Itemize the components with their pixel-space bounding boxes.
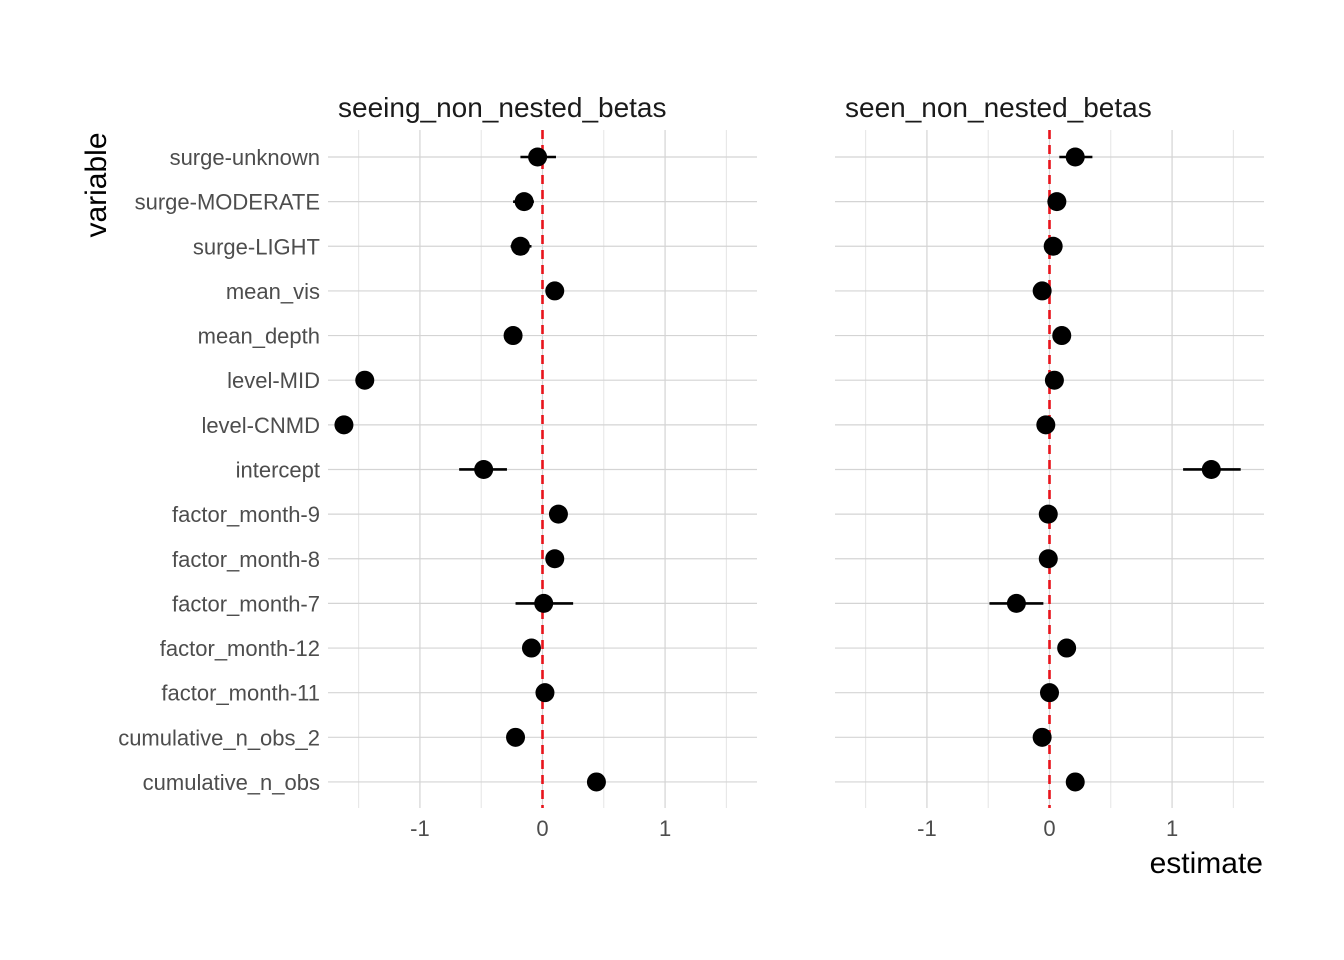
y-tick-label: intercept [236, 457, 320, 482]
estimate-point [1045, 371, 1064, 390]
estimate-point [334, 415, 353, 434]
estimate-point [534, 594, 553, 613]
y-tick-label: factor_month-7 [172, 591, 320, 616]
y-tick-label: cumulative_n_obs_2 [118, 725, 320, 750]
estimate-point [474, 460, 493, 479]
estimate-point [515, 192, 534, 211]
y-tick-label: factor_month-8 [172, 547, 320, 572]
estimate-point [1040, 683, 1059, 702]
estimate-point [535, 683, 554, 702]
panels: seeing_non_nested_betas -1 0 1 surge-unknown… [118, 92, 1264, 841]
x-tick-label: -1 [917, 816, 937, 841]
estimate-point [504, 326, 523, 345]
estimate-point [1033, 281, 1052, 300]
y-tick-label: cumulative_n_obs [143, 770, 320, 795]
estimate-point [1052, 326, 1071, 345]
y-tick-label: level-CNMD [201, 413, 320, 438]
estimate-point [1066, 148, 1085, 167]
panel-title: seeing_non_nested_betas [338, 92, 667, 123]
x-tick-label: -1 [410, 816, 430, 841]
panel-2: seen_non_nested_betas -1 0 1 [835, 92, 1264, 841]
panel-title: seen_non_nested_betas [845, 92, 1152, 123]
estimate-point [545, 281, 564, 300]
estimate-point [522, 639, 541, 658]
estimate-point [545, 549, 564, 568]
estimate-point [587, 772, 606, 791]
estimate-point [1066, 772, 1085, 791]
y-tick-label: level-MID [227, 368, 320, 393]
y-tick-label: surge-unknown [170, 145, 320, 170]
estimate-point [1044, 237, 1063, 256]
x-tick-label: 1 [659, 816, 671, 841]
x-tick-label: 1 [1166, 816, 1178, 841]
estimate-point [1033, 728, 1052, 747]
y-tick-label: mean_vis [226, 279, 320, 304]
y-tick-label: factor_month-11 [161, 681, 320, 706]
x-axis-title: estimate [1150, 847, 1263, 880]
estimate-point [1202, 460, 1221, 479]
estimate-point [1057, 639, 1076, 658]
estimate-point [511, 237, 530, 256]
y-tick-label: mean_depth [198, 324, 320, 349]
estimate-point [355, 371, 374, 390]
y-tick-label: factor_month-9 [172, 502, 320, 527]
estimate-point [1036, 415, 1055, 434]
estimate-point [1007, 594, 1026, 613]
estimate-point [1039, 505, 1058, 524]
estimate-point [506, 728, 525, 747]
estimate-point [549, 505, 568, 524]
y-tick-label: surge-LIGHT [193, 234, 320, 259]
x-tick-label: 0 [536, 816, 548, 841]
y-tick-label: surge-MODERATE [135, 190, 320, 215]
estimate-point [528, 148, 547, 167]
x-tick-label: 0 [1043, 816, 1055, 841]
y-axis-title: variable [80, 132, 113, 237]
y-tick-label: factor_month-12 [160, 636, 320, 661]
estimate-point [1047, 192, 1066, 211]
estimate-point [1039, 549, 1058, 568]
panel-1: seeing_non_nested_betas -1 0 1 surge-unknown… [118, 92, 757, 841]
